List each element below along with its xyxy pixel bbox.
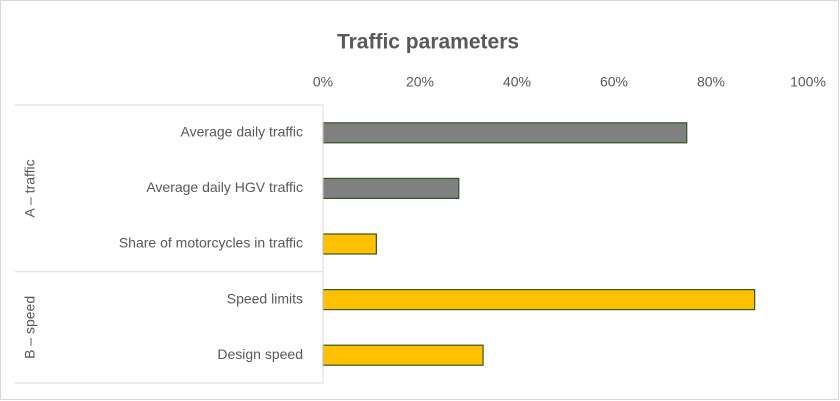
- bar: [322, 344, 484, 366]
- x-tick-label: 0%: [313, 74, 333, 90]
- x-tick-label: 20%: [406, 74, 434, 90]
- group-label: B – speed: [22, 296, 38, 359]
- x-tick-label: 100%: [790, 74, 826, 90]
- y-tick-label: Average daily HGV traffic: [146, 179, 303, 195]
- bar: [322, 289, 756, 311]
- bar: [322, 233, 377, 255]
- y-tick-label: Speed limits: [227, 290, 303, 306]
- chart-title: Traffic parameters: [337, 31, 519, 54]
- bar: [322, 177, 460, 199]
- x-tick-label: 40%: [503, 74, 531, 90]
- y-tick-label: Design speed: [217, 346, 303, 362]
- bar: [322, 122, 688, 144]
- y-tick-label: Average daily traffic: [181, 124, 303, 140]
- x-tick-label: 80%: [697, 74, 725, 90]
- y-tick-label: Share of motorcycles in traffic: [119, 235, 303, 251]
- group-label: A – traffic: [22, 159, 38, 217]
- x-tick-label: 60%: [600, 74, 628, 90]
